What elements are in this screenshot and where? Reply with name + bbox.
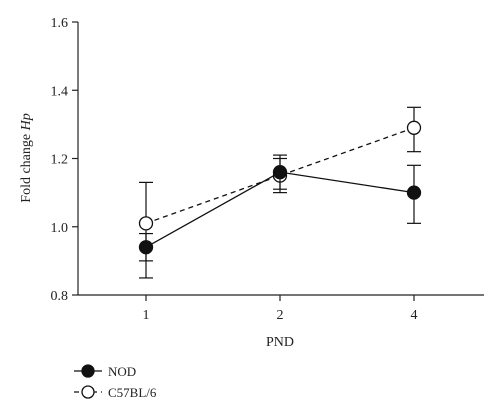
data-point-c57bl6-2 bbox=[406, 120, 422, 135]
y-tick-label-0: 0.8 bbox=[51, 289, 69, 304]
y-tick-label-3: 1.4 bbox=[51, 84, 69, 99]
y-tick-label-2: 1.2 bbox=[51, 153, 69, 168]
legend-item-c57bl6: C57BL/6 bbox=[74, 385, 157, 400]
data-point-nod-0 bbox=[138, 240, 154, 255]
x-axis-label: PND bbox=[266, 335, 294, 350]
data-point-c57bl6-0 bbox=[138, 216, 154, 231]
series-line-c57bl6 bbox=[145, 127, 415, 224]
legend-label-c57bl6: C57BL/6 bbox=[108, 385, 157, 400]
x-tick-label-2: 4 bbox=[411, 308, 418, 323]
y-axis-label: Fold change Hp bbox=[19, 113, 34, 202]
series-layer bbox=[138, 106, 422, 279]
axes: 0.8 1.0 1.2 1.4 1.6 1 2 4 bbox=[51, 16, 484, 323]
legend-label-nod: NOD bbox=[108, 364, 136, 379]
y-axis-label-prefix: Fold change bbox=[19, 130, 34, 202]
y-tick-label-1: 1.0 bbox=[51, 221, 69, 236]
legend: NOD C57BL/6 bbox=[74, 364, 157, 400]
x-tick-label-0: 1 bbox=[143, 308, 150, 323]
y-tick-label-4: 1.6 bbox=[51, 16, 69, 31]
legend-marker-nod bbox=[81, 364, 95, 378]
legend-item-nod: NOD bbox=[74, 364, 136, 379]
data-point-nod-1 bbox=[272, 164, 288, 180]
x-tick-label-1: 2 bbox=[277, 308, 284, 323]
legend-marker-c57bl6 bbox=[81, 385, 95, 399]
data-point-nod-2 bbox=[406, 185, 422, 200]
y-axis-label-italic: Hp bbox=[19, 113, 34, 131]
